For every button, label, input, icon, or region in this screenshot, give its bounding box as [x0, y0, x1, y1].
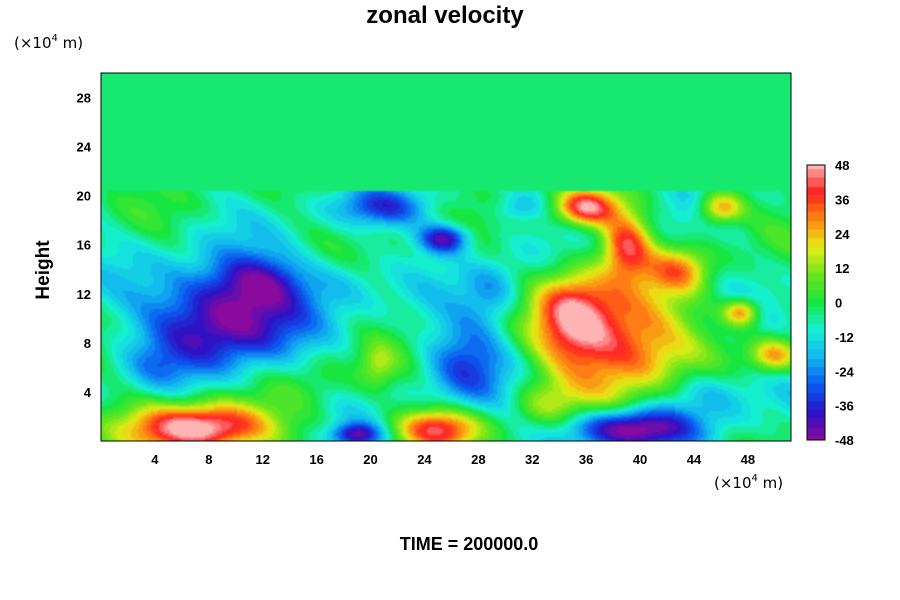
x-tick-label: 20 [363, 452, 377, 467]
colorbar-tick-label: -24 [835, 364, 855, 379]
colorbar-tick-label: 36 [835, 192, 849, 207]
x-tick-label: 44 [687, 452, 702, 467]
x-axis-unit: (×104 m) [714, 473, 783, 492]
x-tick-label: 12 [255, 452, 269, 467]
y-tick-label: 16 [77, 238, 91, 253]
x-axis-ticks: 4 8 12 16 20 24 28 32 36 40 44 48 [151, 452, 755, 467]
plot-frame [100, 72, 792, 442]
x-tick-label: 28 [471, 452, 485, 467]
colorbar-tick-label: 0 [835, 296, 842, 311]
y-axis-unit: (×104 m) [14, 33, 83, 52]
chart-title: zonal velocity [366, 2, 524, 29]
x-tick-label: 36 [579, 452, 593, 467]
x-tick-label: 4 [151, 452, 159, 467]
colorbar-gradient [807, 165, 825, 440]
x-tick-label: 48 [741, 452, 755, 467]
colorbar-tick-label: 48 [835, 158, 849, 173]
colorbar-ticks: 48 36 24 12 0 -12 -24 -36 -48 [835, 158, 855, 448]
x-tick-label: 8 [205, 452, 212, 467]
x-tick-label: 40 [633, 452, 647, 467]
y-axis-ticks: 4 8 12 16 20 24 28 [77, 91, 92, 400]
colorbar-tick-label: -12 [835, 330, 854, 345]
y-tick-label: 4 [84, 385, 92, 400]
colorbar-tick-label: 24 [835, 227, 850, 242]
colorbar-tick-label: -48 [835, 433, 854, 448]
y-axis-label: Height [33, 240, 54, 300]
x-tick-label: 16 [309, 452, 323, 467]
y-tick-label: 12 [77, 287, 91, 302]
x-tick-label: 24 [417, 452, 432, 467]
colorbar-tick-label: -36 [835, 399, 854, 414]
colorbar-tick-label: 12 [835, 261, 849, 276]
plot-area [100, 72, 792, 442]
velocity-field [101, 73, 791, 441]
x-tick-label: 32 [525, 452, 539, 467]
y-tick-label: 28 [77, 91, 91, 106]
y-tick-label: 20 [77, 189, 91, 204]
y-tick-label: 8 [84, 336, 91, 351]
colorbar-frame [806, 164, 826, 441]
colorbar: 48 36 24 12 0 -12 -24 -36 -48 [806, 158, 855, 448]
time-label: TIME = 200000.0 [400, 534, 539, 554]
y-tick-label: 24 [77, 140, 92, 155]
